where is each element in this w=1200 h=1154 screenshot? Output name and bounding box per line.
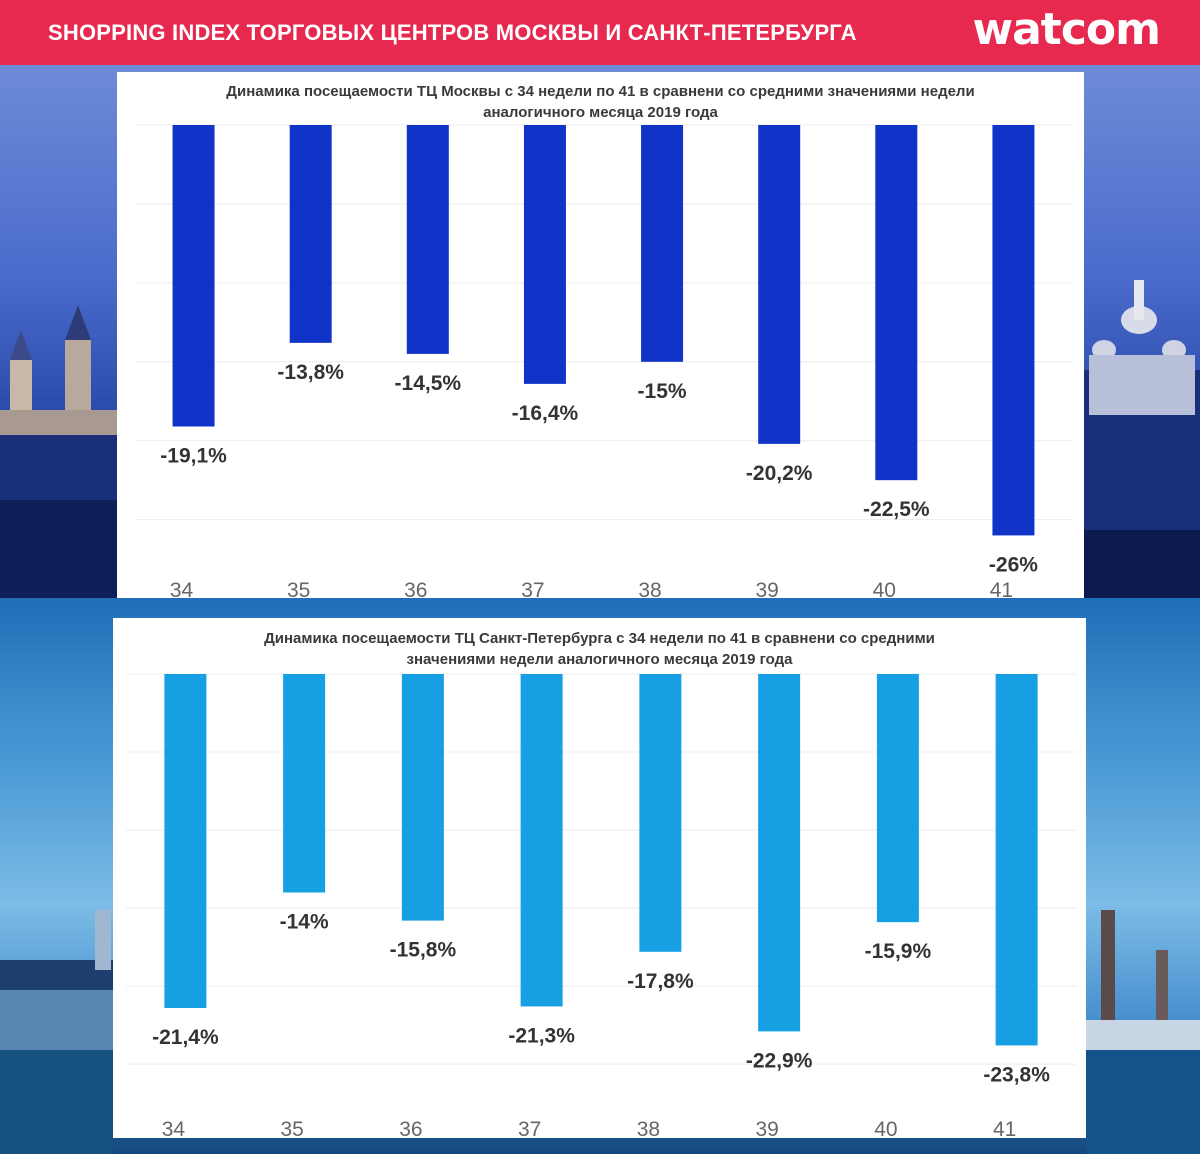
moscow-data-label-40: -22,5% xyxy=(863,498,930,521)
moscow-x-tick-41: 41 xyxy=(990,579,1013,598)
spb-bar-36 xyxy=(401,674,444,921)
spb-bar-38 xyxy=(639,674,682,952)
kremlin-silhouette xyxy=(0,305,117,598)
rostral-column-silhouette xyxy=(1086,910,1200,1154)
moscow-x-tick-34: 34 xyxy=(170,579,194,598)
spb-data-label-37: -21,3% xyxy=(508,1024,575,1047)
spb-title-line1: Динамика посещаемости ТЦ Санкт-Петербург… xyxy=(264,630,935,647)
spb-x-tick-40: 40 xyxy=(874,1118,897,1138)
moscow-data-label-39: -20,2% xyxy=(746,462,813,485)
watcom-logo: watcom xyxy=(972,4,1161,55)
moscow-bar-35 xyxy=(289,125,332,343)
spb-bar-37 xyxy=(520,674,563,1007)
moscow-data-label-36: -14,5% xyxy=(395,372,462,395)
moscow-data-label-41: -26% xyxy=(989,553,1038,576)
header-title: SHOPPING INDEX ТОРГОВЫХ ЦЕНТРОВ МОСКВЫ И… xyxy=(48,20,857,45)
moscow-chart-title: Динамика посещаемости ТЦ Москвы с 34 нед… xyxy=(117,81,1084,123)
moscow-title-line2: аналогичного месяца 2019 года xyxy=(483,104,718,121)
spb-bar-41 xyxy=(995,674,1038,1046)
spb-data-label-36: -15,8% xyxy=(390,939,457,962)
moscow-bar-37 xyxy=(523,125,566,384)
moscow-data-label-34: -19,1% xyxy=(160,445,227,468)
spb-x-tick-39: 39 xyxy=(755,1118,778,1138)
spb-data-label-34: -21,4% xyxy=(152,1026,219,1049)
spb-x-tick-35: 35 xyxy=(280,1118,303,1138)
moscow-bar-chart: -19,1% 34 -13,8% 35 -14,5% 36 -16,4% 37 -15% 38 -2… xyxy=(135,124,1072,598)
spb-x-tick-38: 38 xyxy=(637,1118,660,1138)
moscow-bar-40 xyxy=(875,125,918,481)
spb-bar-35 xyxy=(283,674,326,893)
spb-bar-39 xyxy=(758,674,801,1032)
moscow-title-line1: Динамика посещаемости ТЦ Москвы с 34 нед… xyxy=(226,83,975,100)
spb-x-tick-34: 34 xyxy=(162,1118,186,1138)
spb-data-label-38: -17,8% xyxy=(627,970,694,993)
header-bar: SHOPPING INDEX ТОРГОВЫХ ЦЕНТРОВ МОСКВЫ И… xyxy=(0,0,1200,65)
spb-data-label-41: -23,8% xyxy=(983,1063,1050,1086)
spb-x-tick-36: 36 xyxy=(399,1118,422,1138)
moscow-bar-36 xyxy=(406,125,449,354)
spb-bar-34 xyxy=(164,674,207,1008)
moscow-x-tick-38: 38 xyxy=(638,579,661,598)
moscow-x-tick-36: 36 xyxy=(404,579,427,598)
spb-data-label-40: -15,9% xyxy=(865,940,932,963)
spb-chart-title: Динамика посещаемости ТЦ Санкт-Петербург… xyxy=(113,628,1086,670)
moscow-x-tick-37: 37 xyxy=(521,579,544,598)
spb-title-line2: значениями недели аналогичного месяца 20… xyxy=(406,651,793,668)
moscow-bar-39 xyxy=(758,125,801,444)
spb-x-tick-37: 37 xyxy=(518,1118,541,1138)
moscow-data-label-35: -13,8% xyxy=(277,361,344,384)
spb-data-label-39: -22,9% xyxy=(746,1049,813,1072)
moscow-data-label-37: -16,4% xyxy=(512,402,579,425)
spb-chart-panel: Динамика посещаемости ТЦ Санкт-Петербург… xyxy=(113,618,1086,1138)
spb-bar-chart: -21,4% 34 -14% 35 -15,8% 36 -21,3% 37 -17,8% 38 -2… xyxy=(126,673,1076,1138)
moscow-bar-41 xyxy=(992,125,1035,536)
bridge-silhouette xyxy=(0,910,113,1154)
cathedral-silhouette xyxy=(1084,280,1200,598)
moscow-bar-38 xyxy=(641,125,684,362)
spb-bar-40 xyxy=(876,674,919,923)
moscow-bar-34 xyxy=(172,125,215,427)
moscow-x-tick-39: 39 xyxy=(756,579,779,598)
moscow-x-tick-35: 35 xyxy=(287,579,310,598)
moscow-chart-panel: Динамика посещаемости ТЦ Москвы с 34 нед… xyxy=(117,72,1084,598)
moscow-data-label-38: -15% xyxy=(638,380,687,403)
moscow-x-tick-40: 40 xyxy=(873,579,896,598)
spb-x-tick-41: 41 xyxy=(993,1118,1016,1138)
spb-data-label-35: -14% xyxy=(280,911,329,934)
